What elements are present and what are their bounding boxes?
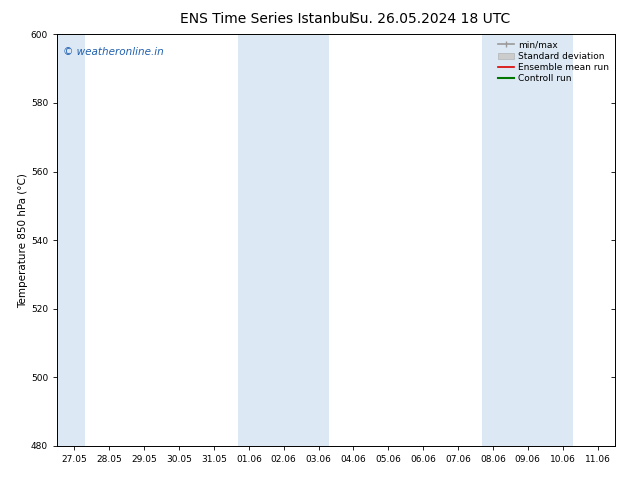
Legend: min/max, Standard deviation, Ensemble mean run, Controll run: min/max, Standard deviation, Ensemble me… xyxy=(496,39,611,85)
Text: Su. 26.05.2024 18 UTC: Su. 26.05.2024 18 UTC xyxy=(351,12,511,26)
Bar xyxy=(57,34,85,446)
Bar xyxy=(482,34,573,446)
Bar xyxy=(238,34,329,446)
Text: © weatheronline.in: © weatheronline.in xyxy=(63,47,164,57)
Y-axis label: Temperature 850 hPa (°C): Temperature 850 hPa (°C) xyxy=(18,172,28,308)
Text: ENS Time Series Istanbul: ENS Time Series Istanbul xyxy=(180,12,353,26)
